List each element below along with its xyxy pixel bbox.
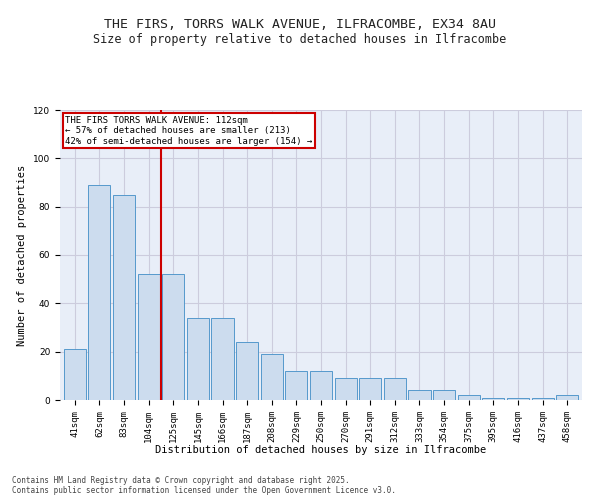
Bar — [409, 390, 431, 400]
Text: Size of property relative to detached houses in Ilfracombe: Size of property relative to detached ho… — [94, 32, 506, 46]
Text: THE FIRS TORRS WALK AVENUE: 112sqm
← 57% of detached houses are smaller (213)
42: THE FIRS TORRS WALK AVENUE: 112sqm ← 57%… — [65, 116, 313, 146]
Bar — [310, 371, 332, 400]
Bar — [433, 390, 455, 400]
Bar — [137, 274, 160, 400]
Bar — [556, 395, 578, 400]
Bar — [211, 318, 233, 400]
Text: THE FIRS, TORRS WALK AVENUE, ILFRACOMBE, EX34 8AU: THE FIRS, TORRS WALK AVENUE, ILFRACOMBE,… — [104, 18, 496, 30]
Bar — [187, 318, 209, 400]
Bar — [384, 378, 406, 400]
Bar — [482, 398, 505, 400]
Bar — [285, 371, 307, 400]
Bar — [113, 194, 135, 400]
Bar — [335, 378, 357, 400]
Bar — [458, 395, 480, 400]
Bar — [532, 398, 554, 400]
Bar — [64, 349, 86, 400]
Bar — [507, 398, 529, 400]
Bar — [260, 354, 283, 400]
Bar — [162, 274, 184, 400]
Text: Contains HM Land Registry data © Crown copyright and database right 2025.
Contai: Contains HM Land Registry data © Crown c… — [12, 476, 396, 495]
Bar — [359, 378, 382, 400]
Bar — [236, 342, 258, 400]
Y-axis label: Number of detached properties: Number of detached properties — [17, 164, 28, 346]
Bar — [88, 185, 110, 400]
X-axis label: Distribution of detached houses by size in Ilfracombe: Distribution of detached houses by size … — [155, 445, 487, 455]
